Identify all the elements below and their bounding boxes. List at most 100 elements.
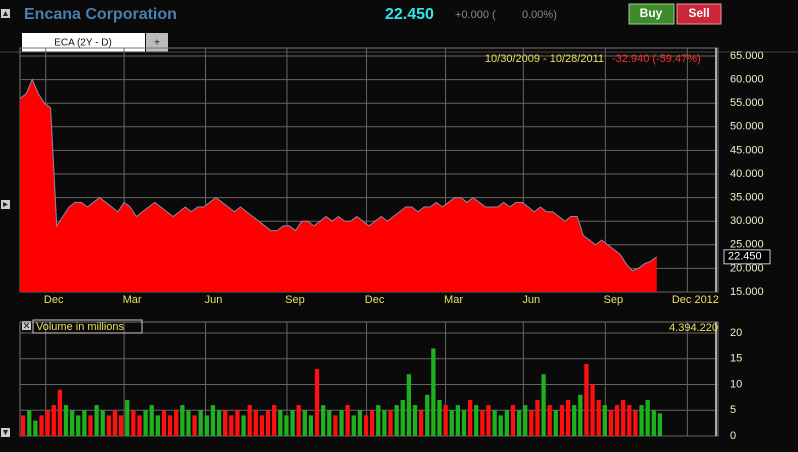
volume-bar [363,415,369,436]
volume-bar [82,410,87,436]
volume-last: 4.394.220 [669,322,718,334]
volume-bar [278,410,283,436]
price-change: +0.000 ( [455,9,496,21]
y-tick-label: 60.000 [730,74,764,86]
volume-bar [333,415,338,436]
volume-bar [45,410,50,436]
y-tick-label: 20 [730,327,742,339]
volume-bar [443,405,448,436]
volume-bar [94,405,99,436]
volume-bar [247,405,252,436]
volume-bar [547,405,552,436]
volume-bar [167,415,173,436]
volume-bar [559,405,565,436]
y-tick-label: 0 [730,430,736,442]
x-tick-label: Dec [365,294,385,306]
volume-bar [529,410,534,436]
volume-bar [284,415,289,436]
company-title: Encana Corporation [24,6,177,23]
sell-label: Sell [688,6,709,20]
y-tick-label: 35.000 [730,192,764,204]
x-tick-label: Jun [205,294,223,306]
y-tick-label: 25.000 [730,239,764,251]
volume-bar [229,415,234,436]
volume-bar [412,405,418,436]
volume-bar [186,410,191,436]
volume-bar [198,410,203,436]
volume-bar [88,415,93,436]
volume-bar [149,405,154,436]
chart-tab[interactable] [22,33,145,52]
volume-bar [370,410,375,436]
y-tick-label: 65.000 [730,50,764,62]
volume-bar [535,399,540,436]
volume-bar [112,410,118,436]
volume-bar [467,399,473,436]
volume-bar [541,374,546,436]
y-tick-label: 15.000 [730,286,764,298]
volume-bar [351,415,356,436]
volume-bar [621,399,626,436]
volume-bar [137,415,142,436]
volume-bar [272,405,277,436]
volume-title: Volume in millions [36,321,125,333]
volume-bar [388,410,393,436]
x-tick-label: Mar [123,294,142,306]
tab-label: ECA (2Y - D) [54,38,112,49]
collapse-arrow [3,11,8,16]
volume-bar [265,410,271,436]
volume-bar [480,410,485,436]
price-area [20,79,657,292]
add-tab[interactable] [146,33,168,52]
volume-bar [21,415,26,436]
volume-bar [455,405,461,436]
volume-bar [523,405,528,436]
volume-bar [39,415,44,436]
volume-bar [657,413,663,436]
volume-bar [437,399,442,436]
volume-bar [474,405,479,436]
x-tick-label: Jun [522,294,540,306]
volume-bar [382,410,387,436]
volume-bar [516,410,522,436]
buy-button[interactable] [628,3,675,25]
volume-bar [69,410,75,436]
volume-bar [651,410,656,436]
y-tick-label: 45.000 [730,144,764,156]
volume-title-box [32,319,143,334]
volume-bar [431,348,436,436]
volume-bar [357,410,363,436]
volume-bar [210,405,216,436]
volume-bar [241,415,246,436]
volume-bar [216,410,222,436]
x-tick-label: Sep [285,294,305,306]
volume-bar [33,420,38,436]
volume-bar [308,415,314,436]
volume-bar [627,405,632,436]
price-panel: 15.000 20.000 25.000 30.000 35.000 40.000 45.0… [19,47,771,306]
volume-bar [27,410,32,436]
volume-bar [461,410,467,436]
side-arrow [3,202,8,207]
volume-bar [180,405,185,436]
volume-bar [314,369,320,436]
volume-bar [614,405,620,436]
y-tick-label: 40.000 [730,168,764,180]
buy-label: Buy [640,6,663,20]
y-tick-label: 50.000 [730,121,764,133]
volume-bar [76,415,81,436]
volume-bar [174,410,179,436]
x-tick-label: Dec [44,294,64,306]
y-tick-label: 30.000 [730,215,764,227]
volume-bar [578,394,583,436]
volume-bar [590,384,595,436]
volume-bar [596,399,601,436]
volume-bar [143,410,148,436]
volume-bar [131,410,136,436]
volume-bar [204,415,209,436]
volume-bar [449,410,454,436]
volume-bar [418,410,424,436]
sell-button[interactable] [676,3,722,25]
volume-bar [125,399,130,436]
